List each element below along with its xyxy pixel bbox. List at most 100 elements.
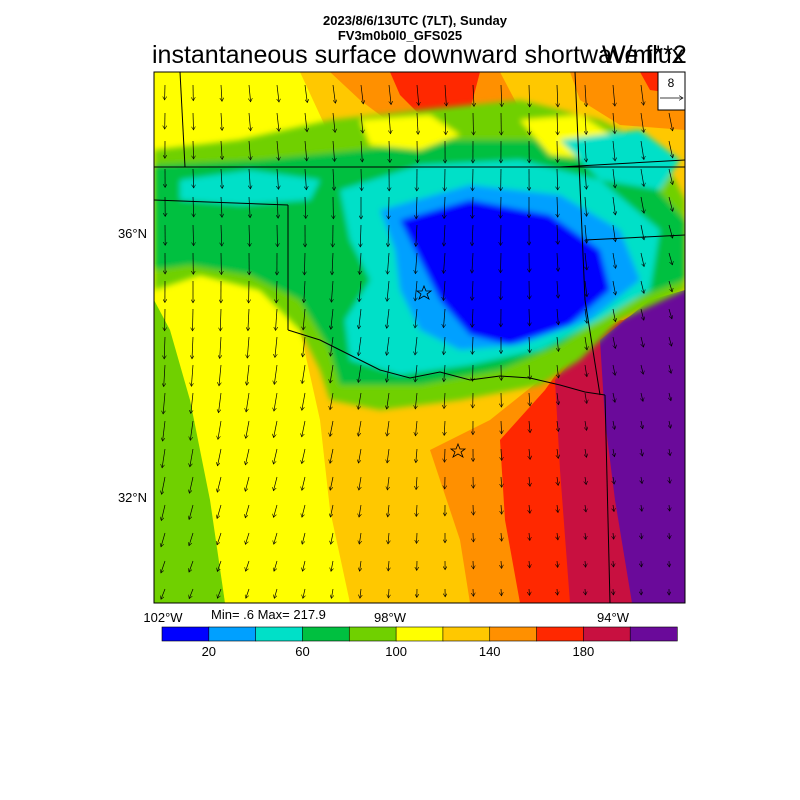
wind-vector <box>668 140 673 158</box>
wind-vector <box>585 364 587 377</box>
wind-vector <box>190 420 194 440</box>
wind-vector <box>640 140 644 160</box>
wind-vector <box>276 280 277 303</box>
wind-vector <box>305 112 307 132</box>
wind-vector <box>585 308 587 323</box>
wind-vector <box>274 588 278 598</box>
wind-vector <box>274 504 278 517</box>
wind-vector <box>274 448 278 464</box>
wind-vector <box>472 308 473 327</box>
map-frame <box>153 71 686 604</box>
wind-vector <box>585 252 587 270</box>
wind-vector <box>277 168 279 189</box>
wind-vector <box>388 224 389 247</box>
wind-vector <box>473 364 474 381</box>
wind-vector <box>247 336 249 358</box>
wind-vector <box>161 532 166 547</box>
wind-vector <box>640 196 644 213</box>
wind-vector <box>585 392 587 404</box>
wind-vector <box>557 532 558 540</box>
wind-vector <box>274 532 278 544</box>
colorbar <box>161 626 678 642</box>
wind-vector <box>501 252 502 273</box>
wind-vector <box>416 224 417 246</box>
wind-vector <box>275 336 278 358</box>
wind-vector <box>360 560 361 571</box>
wind-vector <box>333 140 335 162</box>
wind-vector <box>387 364 390 382</box>
wind-vector <box>415 308 417 328</box>
lon-label-98w: 98°W <box>374 610 407 625</box>
wind-vector <box>529 560 530 568</box>
wind-vector <box>557 504 558 513</box>
wind-vector <box>557 364 559 378</box>
wind-vector <box>668 168 673 185</box>
wind-vector <box>332 84 335 103</box>
wind-vector <box>189 476 194 493</box>
wind-vector <box>217 588 222 598</box>
colorbar-tick-label: 20 <box>202 644 216 659</box>
wind-vector <box>501 84 502 107</box>
wind-vector <box>193 140 194 159</box>
wind-vector <box>360 84 363 104</box>
wind-vector <box>557 112 558 135</box>
wind-vector <box>274 560 278 571</box>
wind-vector <box>669 532 670 539</box>
wind-vector <box>501 224 502 246</box>
wind-vector <box>330 476 334 490</box>
reference-vector-label: 8 <box>668 76 675 90</box>
wind-vector <box>445 112 446 135</box>
wind-vector <box>361 112 363 133</box>
wind-vector <box>640 224 644 240</box>
wind-vector <box>274 364 278 384</box>
wind-vector <box>415 280 417 301</box>
wind-vector <box>501 448 502 461</box>
wind-vector <box>359 504 361 517</box>
wind-vector <box>249 112 251 131</box>
wind-vector <box>331 560 333 571</box>
wind-vector <box>585 84 586 107</box>
wind-vector <box>302 532 306 544</box>
wind-vector <box>641 448 642 456</box>
field-title: instantaneous surface downward shortwave… <box>152 41 685 69</box>
colorbar-tick-label: 140 <box>479 644 501 659</box>
wind-vector <box>302 504 306 517</box>
wind-vector <box>416 448 417 463</box>
wind-vector <box>389 196 390 219</box>
wind-vector <box>387 476 389 490</box>
wind-vector <box>303 560 306 571</box>
wind-vector <box>330 448 334 463</box>
colorbar-tick-labels: 20 60 100 140 180 <box>202 644 595 659</box>
wind-vector <box>302 420 306 437</box>
wind-vector <box>164 336 165 359</box>
colorbar-swatch <box>442 626 491 642</box>
wind-vector <box>668 224 673 238</box>
colorbar-swatch <box>536 626 584 642</box>
wind-vector <box>192 336 193 359</box>
colorbar-swatch <box>161 626 210 642</box>
wind-vector <box>303 588 305 598</box>
wind-vector <box>193 168 194 188</box>
wind-vector <box>557 448 558 458</box>
wind-vector <box>305 196 306 219</box>
wind-vector <box>613 364 615 375</box>
wind-vector <box>529 532 530 541</box>
model-title: FV3m0b0l0_GFS025 <box>337 28 463 43</box>
wind-vector <box>162 476 166 494</box>
lat-label-36n: 36°N <box>118 226 147 241</box>
wind-vectors <box>161 84 673 599</box>
wind-vector <box>304 280 305 303</box>
wind-vector <box>472 196 473 218</box>
wind-vector <box>161 588 166 599</box>
wind-vector <box>613 560 614 567</box>
colorbar-tick-label: 100 <box>385 644 407 659</box>
wind-vector <box>277 112 279 131</box>
colorbar-swatch <box>255 626 304 642</box>
wind-vector <box>444 420 445 435</box>
wind-vector <box>585 140 586 162</box>
wind-vector <box>361 140 362 162</box>
wind-vector <box>189 560 194 572</box>
wind-vector <box>529 448 530 459</box>
wind-vector <box>613 504 614 512</box>
wind-vector <box>330 392 334 410</box>
